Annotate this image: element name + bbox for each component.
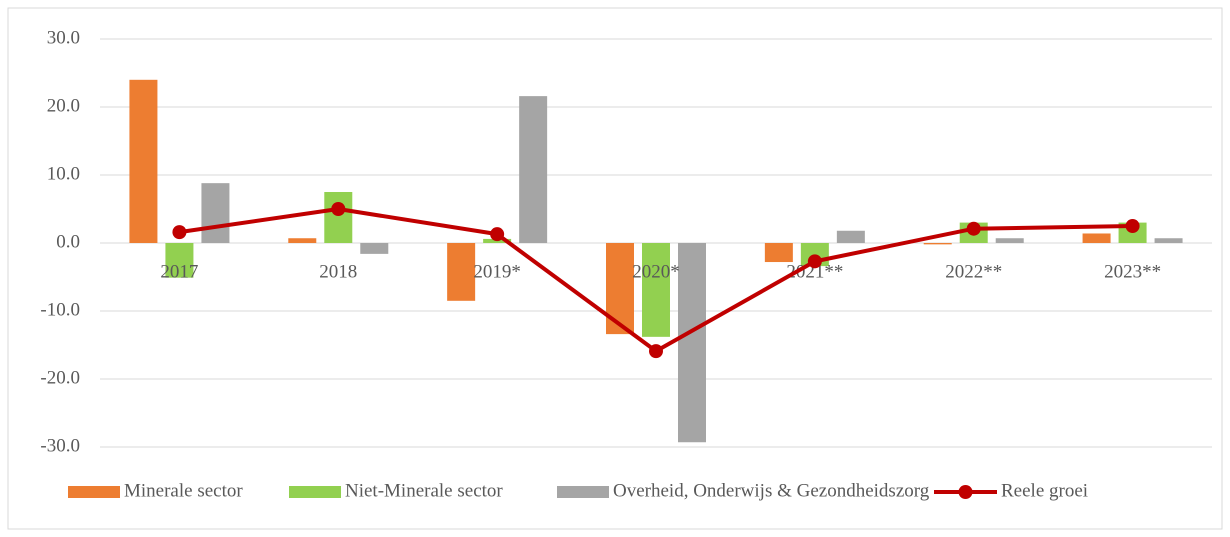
x-tick-label: 2021**	[786, 261, 843, 282]
line-marker	[331, 202, 346, 216]
bar	[606, 243, 634, 335]
bar	[642, 243, 670, 337]
bar	[447, 243, 476, 301]
y-tick-label: -10.0	[40, 299, 80, 320]
x-tick-label: 2017	[160, 261, 198, 282]
bar	[995, 238, 1024, 243]
line-marker	[1125, 219, 1140, 233]
x-tick-label: 2020*	[632, 261, 680, 282]
bar	[678, 243, 706, 443]
legend-label: Reele groei	[1001, 480, 1088, 501]
bar	[360, 243, 389, 254]
y-tick-label: -30.0	[40, 435, 80, 456]
legend-label: Niet-Minerale sector	[345, 480, 503, 501]
bar	[165, 243, 194, 278]
line-marker	[172, 225, 187, 240]
y-tick-label: 0.0	[56, 231, 80, 252]
bar	[201, 183, 230, 243]
bar	[764, 243, 793, 263]
legend-swatch	[289, 486, 341, 498]
x-tick-label: 2019*	[473, 261, 521, 282]
y-tick-label: -20.0	[40, 367, 80, 388]
y-tick-label: 30.0	[47, 27, 80, 48]
bar	[1154, 238, 1183, 243]
y-tick-label: 10.0	[47, 163, 80, 184]
bar	[923, 243, 952, 245]
x-tick-label: 2018	[319, 261, 357, 282]
bar	[129, 79, 158, 243]
bar	[324, 192, 353, 243]
bar	[519, 96, 548, 244]
legend-swatch	[557, 486, 609, 498]
bar	[836, 230, 865, 243]
legend-swatch	[68, 486, 120, 498]
x-tick-label: 2023**	[1104, 261, 1161, 282]
bar	[288, 238, 317, 243]
bar	[1082, 233, 1111, 243]
x-tick-label: 2022**	[945, 261, 1002, 282]
line-marker	[490, 227, 505, 242]
line-marker	[807, 254, 822, 269]
legend-label: Minerale sector	[124, 480, 243, 501]
y-tick-label: 20.0	[47, 95, 80, 116]
line-marker	[649, 344, 663, 359]
legend-swatch-marker	[958, 485, 973, 499]
line-marker	[966, 221, 981, 236]
legend-label: Overheid, Onderwijs & Gezondheidszorg	[613, 480, 930, 501]
